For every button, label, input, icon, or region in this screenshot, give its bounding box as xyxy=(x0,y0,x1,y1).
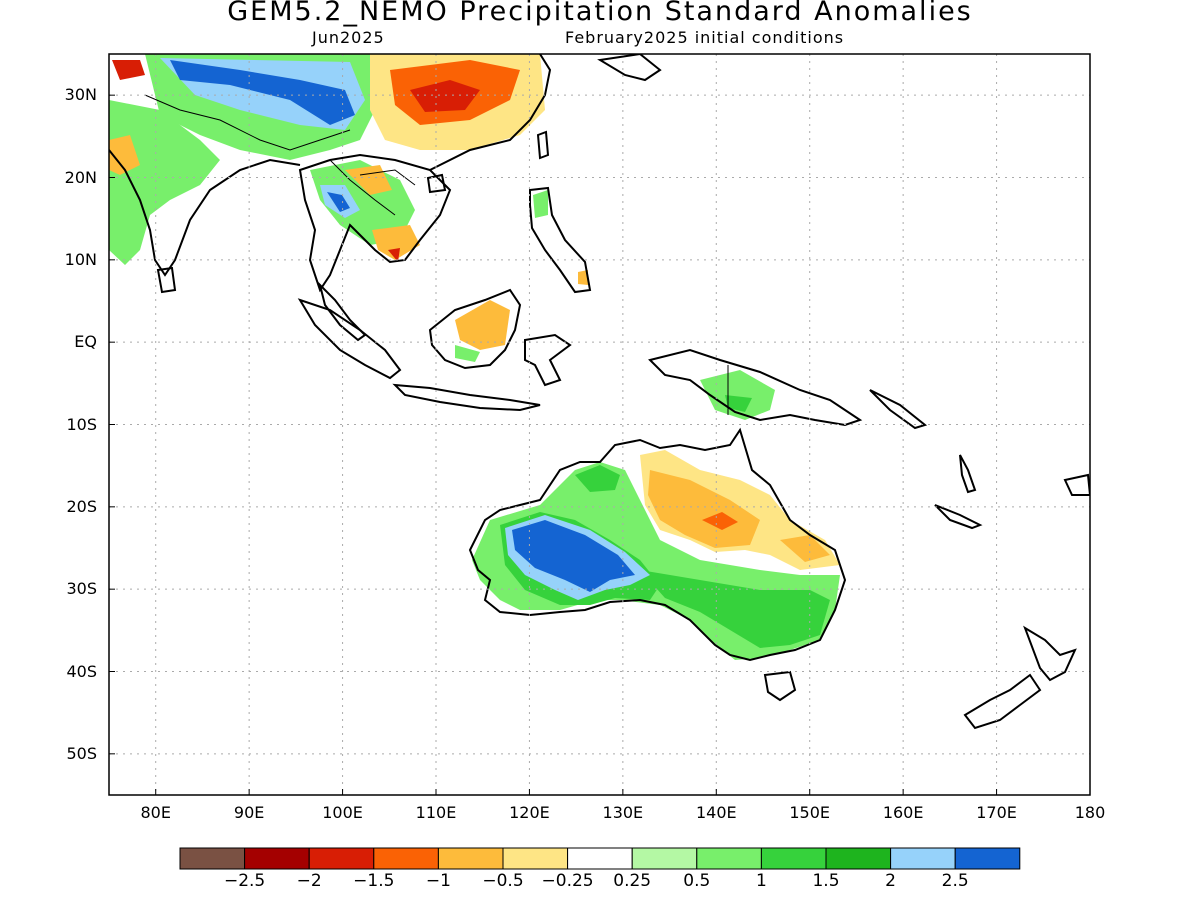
anomaly-philippines-green xyxy=(533,190,548,218)
coast-indochina xyxy=(298,153,452,293)
lon-label: 120E xyxy=(509,803,550,822)
colorbar-label: −2 xyxy=(296,871,322,891)
anomaly-borneo-orange xyxy=(455,300,510,350)
coast-vanuatu xyxy=(959,454,977,494)
graticule xyxy=(109,54,1090,795)
anomaly-cambodia-orange xyxy=(372,225,420,260)
lon-label: 140E xyxy=(695,803,737,822)
anomaly-china-red xyxy=(410,80,480,112)
lat-label: 10N xyxy=(64,249,97,269)
lon-label: 150E xyxy=(789,803,831,822)
lon-label: 80E xyxy=(140,803,171,822)
lon-label: 130E xyxy=(602,803,644,822)
anomaly-australia-darkgreen xyxy=(640,570,830,648)
colorbar-swatch xyxy=(567,847,633,870)
colorbar-label: 1 xyxy=(755,871,767,891)
axis-ticks xyxy=(109,94,1091,795)
colorbar-label: −1.5 xyxy=(353,871,395,891)
country-borders xyxy=(144,94,729,415)
colorbar-label: −2.5 xyxy=(223,871,266,891)
lat-label: 50S xyxy=(66,743,97,763)
anomaly-philippines-orange xyxy=(578,270,588,285)
coast-hainan xyxy=(426,173,447,194)
anomaly-new-guinea-dark xyxy=(725,395,752,412)
colorbar-swatch xyxy=(760,847,827,870)
colorbar-swatch xyxy=(437,847,504,870)
anomaly-india-green xyxy=(109,100,220,265)
anomaly-india-redspot xyxy=(112,60,145,80)
lat-label: 20N xyxy=(64,167,97,187)
lat-label: 20S xyxy=(66,496,97,516)
colorbar-swatch xyxy=(825,847,892,870)
colorbar-swatch xyxy=(954,847,1021,870)
coast-japan xyxy=(597,54,662,82)
anomaly-indochina-green xyxy=(310,160,415,245)
anomaly-australia-orange-2 xyxy=(780,535,830,562)
valid-month: Jun2025 xyxy=(312,28,385,47)
coast-fiji xyxy=(1063,473,1090,496)
coast-tasmania xyxy=(763,670,797,702)
lat-label: 30N xyxy=(64,85,97,105)
lon-label: 100E xyxy=(322,803,363,822)
border-indochina xyxy=(329,159,416,216)
coast-china xyxy=(429,54,552,171)
coast-new-zealand-south xyxy=(963,673,1042,730)
colorbar-swatch xyxy=(696,847,762,870)
coast-taiwan xyxy=(536,130,550,160)
colorbar-swatch xyxy=(179,847,246,870)
colorbar xyxy=(179,847,1021,870)
coast-new-caledonia xyxy=(934,504,983,530)
colorbar-label: −0.25 xyxy=(541,871,594,891)
anomaly-tibet-blue xyxy=(170,60,355,125)
lon-label: 110E xyxy=(415,803,457,822)
anomaly-cambodia-red xyxy=(388,248,400,262)
colorbar-swatch xyxy=(502,847,569,870)
coast-sumatra xyxy=(297,298,402,380)
colorbar-label: 2.5 xyxy=(941,871,969,891)
lon-label: 90E xyxy=(233,803,265,822)
lat-label: 30S xyxy=(66,579,97,599)
colorbar-swatch xyxy=(308,847,375,870)
anomaly-australia-topend-green xyxy=(575,465,620,492)
colorbar-label: −1 xyxy=(425,871,451,891)
coast-java xyxy=(392,383,541,412)
anomaly-borneo-green xyxy=(455,345,480,362)
map-title: GEM5.2_NEMO Precipitation Standard Anoma… xyxy=(227,0,973,27)
colorbar-label: 1.5 xyxy=(812,871,840,891)
anomaly-fills xyxy=(109,54,840,660)
coast-new-zealand-north xyxy=(1023,625,1077,682)
colorbar-swatch xyxy=(244,847,310,870)
lon-label: 180 xyxy=(1074,803,1106,822)
anomaly-australia-blue xyxy=(512,520,635,592)
coast-sulawesi xyxy=(524,333,572,387)
colorbar-swatch xyxy=(890,847,956,870)
anomaly-australia-orange xyxy=(648,470,760,548)
coast-australia xyxy=(468,427,847,662)
lon-label: 160E xyxy=(882,803,924,822)
coast-solomon-islands xyxy=(869,389,928,430)
initial-conditions: February2025 initial conditions xyxy=(565,28,845,47)
lat-label: 40S xyxy=(66,661,97,681)
colorbar-label: 2 xyxy=(885,871,896,891)
lon-label: 170E xyxy=(976,803,1017,822)
colorbar-swatch xyxy=(631,847,698,870)
colorbar-label: 0.5 xyxy=(683,871,711,891)
coast-philippines xyxy=(529,186,592,294)
colorbar-swatch xyxy=(373,847,439,870)
colorbar-label: 0.25 xyxy=(613,871,652,891)
coastlines xyxy=(109,54,1090,730)
coast-sri-lanka xyxy=(156,266,177,294)
colorbar-label: −0.5 xyxy=(482,871,524,891)
coast-malay-peninsula xyxy=(318,281,367,342)
border-himalaya xyxy=(144,94,351,151)
anomaly-indochina-darkblue xyxy=(327,192,350,212)
lat-label: EQ xyxy=(74,332,97,352)
coast-new-guinea xyxy=(648,348,863,427)
anomaly-queensland-red xyxy=(702,512,738,530)
lat-label: 10S xyxy=(66,414,97,434)
anomaly-new-guinea xyxy=(700,370,775,420)
anomaly-india-orange xyxy=(109,135,140,175)
coast-borneo xyxy=(428,288,522,370)
